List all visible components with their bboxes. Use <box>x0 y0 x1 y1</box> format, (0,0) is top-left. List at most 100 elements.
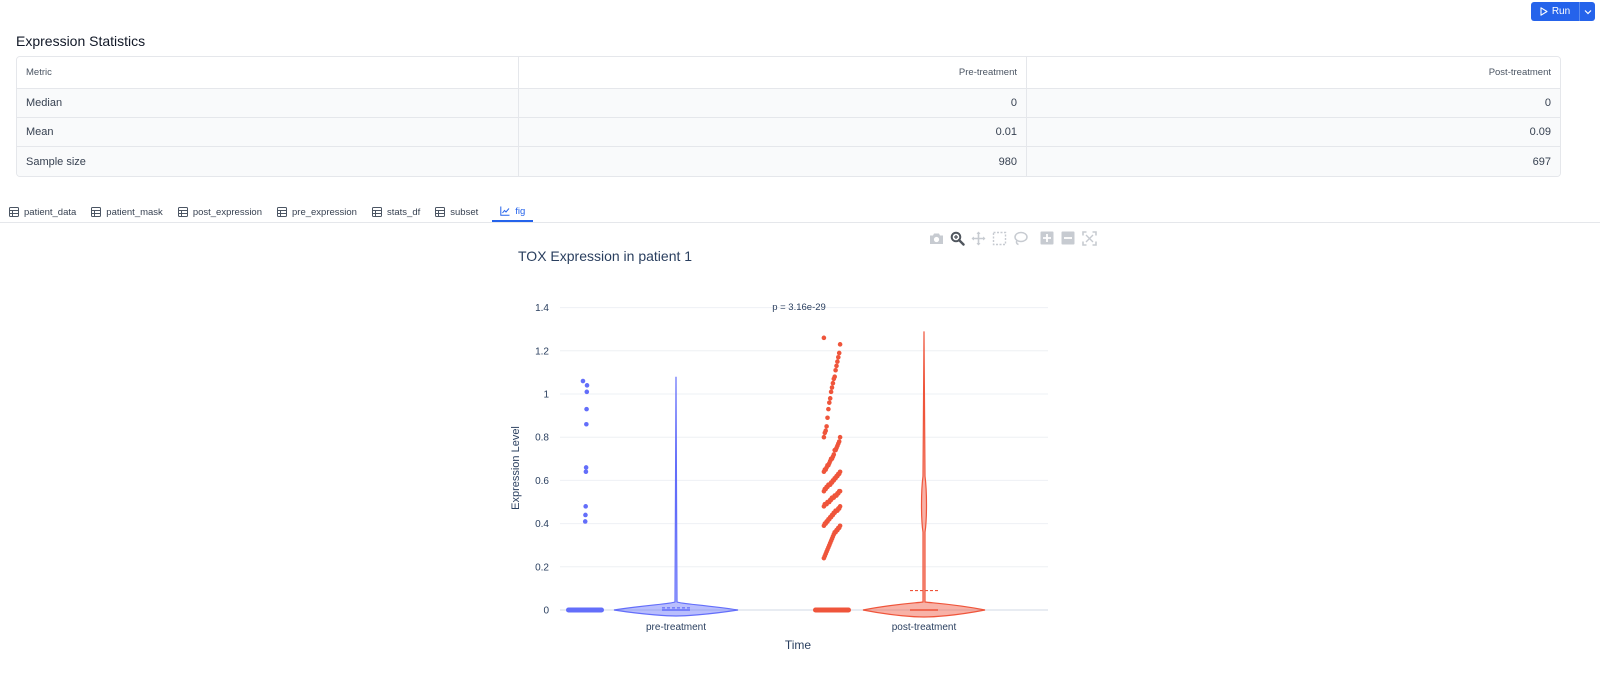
zoom-out-icon[interactable] <box>1060 230 1076 246</box>
pan-icon[interactable] <box>970 230 986 246</box>
data-point <box>821 504 827 509</box>
data-point <box>836 350 842 356</box>
data-point <box>826 406 831 412</box>
data-point <box>827 400 832 405</box>
p-value-annotation: p = 3.16e-29 <box>772 302 826 313</box>
tab-patient-data[interactable]: patient_data <box>8 202 84 222</box>
data-point <box>824 424 829 429</box>
pre-cell: 0.01 <box>519 118 1027 147</box>
run-button[interactable]: Run <box>1531 2 1579 21</box>
zoom-in-icon[interactable] <box>1039 230 1055 246</box>
table-icon <box>371 207 382 217</box>
tab-label: stats_df <box>386 206 421 218</box>
violin-post-treatment <box>862 331 986 618</box>
lasso-icon[interactable] <box>1012 230 1028 246</box>
data-point <box>584 421 589 427</box>
variable-tabs: patient_data patient_mask post_expressio… <box>0 202 1600 223</box>
autoscale-icon[interactable] <box>1081 230 1097 246</box>
data-point <box>583 465 589 470</box>
data-point <box>827 396 833 401</box>
data-point <box>821 488 827 494</box>
data-point <box>825 415 830 421</box>
play-icon <box>1540 7 1548 16</box>
table-row: Sample size 980 697 <box>17 147 1560 176</box>
metric-cell: Sample size <box>17 147 519 176</box>
plot-modebar <box>928 230 1102 246</box>
post-cell: 0 <box>1027 89 1560 118</box>
data-point <box>583 504 588 509</box>
data-point <box>836 354 841 360</box>
run-button-group: Run <box>1531 2 1595 21</box>
table-icon <box>91 207 102 217</box>
table-icon <box>435 207 446 217</box>
data-point <box>837 342 843 347</box>
data-point <box>821 434 827 440</box>
gridlines <box>560 307 1048 611</box>
tab-pre-expression[interactable]: pre_expression <box>276 202 365 222</box>
column-header-pre: Pre-treatment <box>519 57 1027 89</box>
chevron-down-icon <box>1584 9 1591 14</box>
post-cell: 0.09 <box>1027 118 1560 147</box>
column-header-post: Post-treatment <box>1027 57 1560 89</box>
stats-table: Metric Pre-treatment Post-treatment Medi… <box>16 56 1561 177</box>
violin-chart: TOX Expression in patient 1 0 0.2 0.4 0.6 0.… <box>510 248 1048 652</box>
zero-points-band <box>566 607 604 613</box>
data-point <box>822 430 828 436</box>
x-axis: pre-treatment post-treatment <box>646 622 956 633</box>
table-row: Median 0 0 <box>17 89 1560 118</box>
y-tick-label: 0.2 <box>535 562 549 573</box>
data-point <box>580 378 586 384</box>
tab-post-expression[interactable]: post_expression <box>177 202 270 222</box>
y-tick-label: 1.4 <box>535 303 549 314</box>
x-tick-label: pre-treatment <box>646 622 706 633</box>
pre-cell: 0 <box>519 89 1027 118</box>
section-title: Expression Statistics <box>16 33 146 49</box>
camera-icon[interactable] <box>928 230 944 246</box>
x-axis-title: Time <box>785 638 812 652</box>
tab-label: subset <box>450 206 479 218</box>
data-point <box>834 363 839 369</box>
data-point <box>830 380 836 386</box>
tab-stats-df[interactable]: stats_df <box>371 202 428 222</box>
column-header-metric: Metric <box>17 57 519 89</box>
x-tick-label: post-treatment <box>892 622 957 633</box>
data-point <box>584 389 590 395</box>
data-point <box>583 469 589 475</box>
violins <box>613 331 986 618</box>
table-row: Mean 0.01 0.09 <box>17 118 1560 147</box>
data-point <box>835 359 840 364</box>
zero-points-band <box>813 607 851 613</box>
data-point <box>821 523 827 529</box>
data-point <box>833 367 838 373</box>
data-point <box>584 383 590 388</box>
tab-patient-mask[interactable]: patient_mask <box>90 202 171 222</box>
tab-label: pre_expression <box>292 206 357 218</box>
metric-cell: Mean <box>17 118 519 147</box>
pre-cell: 980 <box>519 147 1027 176</box>
tab-subset[interactable]: subset <box>434 202 486 222</box>
table-icon <box>177 207 188 217</box>
box-select-icon[interactable] <box>991 230 1007 246</box>
tab-label: fig <box>515 205 526 217</box>
chart-title: TOX Expression in patient 1 <box>518 248 692 264</box>
y-tick-label: 0.8 <box>535 433 549 444</box>
run-options-button[interactable] <box>1579 2 1595 21</box>
run-button-label: Run <box>1551 6 1571 17</box>
zoom-icon[interactable] <box>949 230 965 246</box>
table-icon <box>277 207 287 217</box>
data-point <box>584 406 589 412</box>
data-point <box>582 519 588 524</box>
table-header-row: Metric Pre-treatment Post-treatment <box>17 57 1560 89</box>
data-points <box>566 335 851 613</box>
y-tick-label: 0.4 <box>535 519 549 530</box>
tab-fig[interactable]: fig <box>492 202 534 222</box>
data-point <box>829 385 835 390</box>
post-cell: 697 <box>1027 147 1560 176</box>
tab-label: patient_mask <box>106 206 163 218</box>
data-point <box>828 389 834 395</box>
y-tick-label: 0.6 <box>535 476 549 487</box>
data-point <box>837 434 843 440</box>
y-tick-label: 0 <box>543 606 549 617</box>
y-axis-title: Expression Level <box>510 426 522 510</box>
data-point <box>832 447 837 453</box>
